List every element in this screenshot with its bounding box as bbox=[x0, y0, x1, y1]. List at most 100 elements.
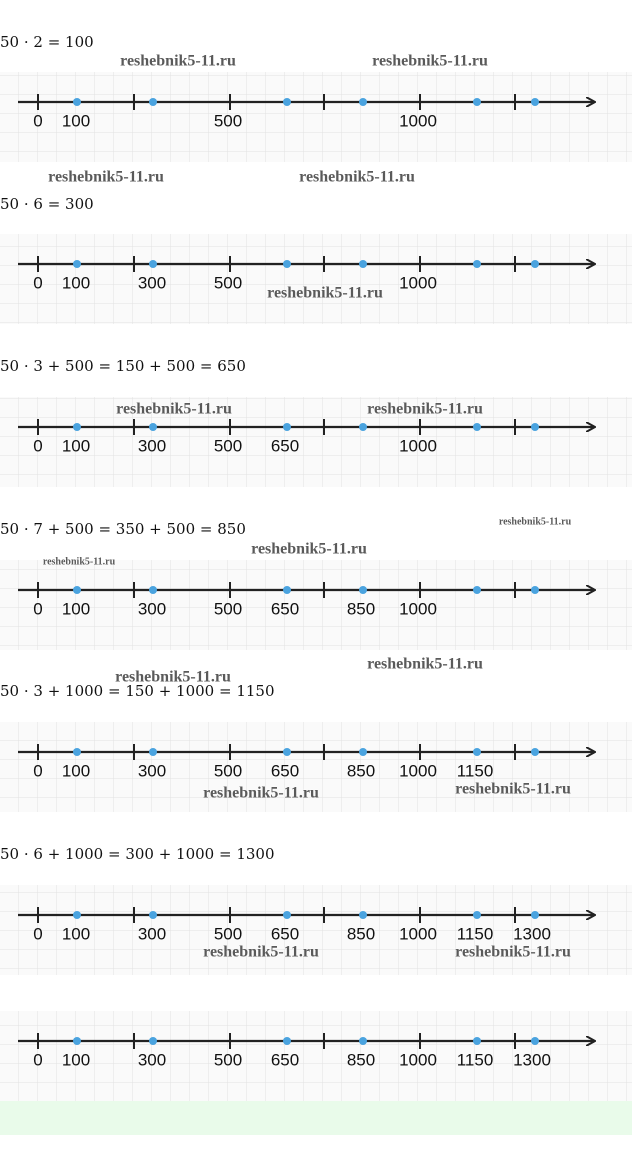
axis-label: 300 bbox=[138, 924, 166, 943]
axis-label: 100 bbox=[62, 1050, 90, 1069]
point bbox=[73, 586, 81, 594]
point bbox=[531, 586, 539, 594]
grid-panel bbox=[0, 722, 632, 812]
point bbox=[149, 586, 157, 594]
axis-label: 1150 bbox=[457, 1050, 494, 1069]
grid-panel bbox=[0, 234, 632, 324]
watermark: reshebnik5-11.ru bbox=[499, 516, 572, 527]
point bbox=[149, 1037, 157, 1045]
axis-label: 100 bbox=[62, 111, 90, 130]
grid-panel bbox=[0, 560, 632, 650]
axis-label: 1000 bbox=[399, 111, 437, 130]
point bbox=[531, 1037, 539, 1045]
axis-label: 100 bbox=[62, 761, 90, 780]
axis-label: 500 bbox=[214, 761, 242, 780]
axis-label: 1000 bbox=[399, 924, 437, 943]
axis-label: 1000 bbox=[399, 1050, 437, 1069]
watermark: reshebnik5-11.ru bbox=[455, 781, 571, 798]
axis-label: 1000 bbox=[399, 436, 437, 455]
point bbox=[149, 98, 157, 106]
footer-band bbox=[0, 1098, 632, 1135]
point bbox=[283, 748, 291, 756]
point bbox=[359, 911, 367, 919]
axis-label: 650 bbox=[271, 761, 299, 780]
point bbox=[359, 98, 367, 106]
point bbox=[149, 423, 157, 431]
point bbox=[473, 423, 481, 431]
point bbox=[73, 748, 81, 756]
axis-label: 650 bbox=[271, 436, 299, 455]
point bbox=[283, 911, 291, 919]
axis-label: 0 bbox=[33, 111, 42, 130]
equation: 50 · 3 + 500 = 150 + 500 = 650 bbox=[0, 357, 246, 375]
axis-label: 300 bbox=[138, 436, 166, 455]
watermark: reshebnik5-11.ru bbox=[116, 401, 232, 418]
point bbox=[359, 748, 367, 756]
equation: 50 · 6 + 1000 = 300 + 1000 = 1300 bbox=[0, 845, 275, 863]
grid-panel bbox=[0, 885, 632, 975]
point bbox=[283, 586, 291, 594]
grid-panel bbox=[0, 397, 632, 487]
point bbox=[283, 423, 291, 431]
point bbox=[73, 1037, 81, 1045]
point bbox=[149, 748, 157, 756]
point bbox=[531, 423, 539, 431]
point bbox=[473, 586, 481, 594]
axis-label: 0 bbox=[33, 924, 42, 943]
axis-label: 1300 bbox=[513, 924, 551, 943]
point bbox=[149, 260, 157, 268]
watermark: reshebnik5-11.ru bbox=[120, 53, 236, 70]
watermark: reshebnik5-11.ru bbox=[203, 944, 319, 961]
point bbox=[531, 911, 539, 919]
axis-label: 100 bbox=[62, 436, 90, 455]
axis-label: 300 bbox=[138, 1050, 166, 1069]
axis-label: 1150 bbox=[457, 924, 494, 943]
axis-label: 0 bbox=[33, 1050, 42, 1069]
axis-label: 300 bbox=[138, 273, 166, 292]
watermark: reshebnik5-11.ru bbox=[251, 541, 367, 558]
axis-label: 100 bbox=[62, 924, 90, 943]
watermark: reshebnik5-11.ru bbox=[455, 944, 571, 961]
point bbox=[531, 260, 539, 268]
axis-label: 1000 bbox=[399, 273, 437, 292]
point bbox=[473, 98, 481, 106]
point bbox=[283, 260, 291, 268]
point bbox=[359, 260, 367, 268]
grid-panel bbox=[0, 72, 632, 162]
watermark: reshebnik5-11.ru bbox=[299, 169, 415, 186]
point bbox=[359, 1037, 367, 1045]
axis-label: 0 bbox=[33, 436, 42, 455]
watermark: reshebnik5-11.ru bbox=[372, 53, 488, 70]
equation: 50 · 3 + 1000 = 150 + 1000 = 1150 bbox=[0, 682, 275, 700]
axis-label: 100 bbox=[62, 599, 90, 618]
point bbox=[473, 260, 481, 268]
watermark: reshebnik5-11.ru bbox=[203, 785, 319, 802]
axis-label: 500 bbox=[214, 599, 242, 618]
watermark: reshebnik5-11.ru bbox=[43, 556, 116, 567]
watermark: reshebnik5-11.ru bbox=[115, 669, 231, 686]
axis-label: 1150 bbox=[457, 761, 494, 780]
axis-label: 0 bbox=[33, 761, 42, 780]
axis-label: 650 bbox=[271, 599, 299, 618]
axis-label: 300 bbox=[138, 599, 166, 618]
point bbox=[531, 748, 539, 756]
point bbox=[283, 98, 291, 106]
axis-label: 300 bbox=[138, 761, 166, 780]
watermark: reshebnik5-11.ru bbox=[367, 656, 483, 673]
axis-label: 100 bbox=[62, 273, 90, 292]
axis-label: 850 bbox=[347, 924, 375, 943]
axis-label: 850 bbox=[347, 1050, 375, 1069]
axis-label: 1000 bbox=[399, 599, 437, 618]
axis-label: 0 bbox=[33, 273, 42, 292]
point bbox=[359, 423, 367, 431]
axis-label: 1000 bbox=[399, 761, 437, 780]
watermark: reshebnik5-11.ru bbox=[48, 169, 164, 186]
axis-label: 500 bbox=[214, 924, 242, 943]
watermark: reshebnik5-11.ru bbox=[267, 285, 383, 302]
equation: 50 · 2 = 100 bbox=[0, 33, 94, 51]
axis-label: 500 bbox=[214, 111, 242, 130]
axis-label: 1300 bbox=[513, 1050, 551, 1069]
watermark: reshebnik5-11.ru bbox=[367, 401, 483, 418]
point bbox=[359, 586, 367, 594]
point bbox=[73, 423, 81, 431]
